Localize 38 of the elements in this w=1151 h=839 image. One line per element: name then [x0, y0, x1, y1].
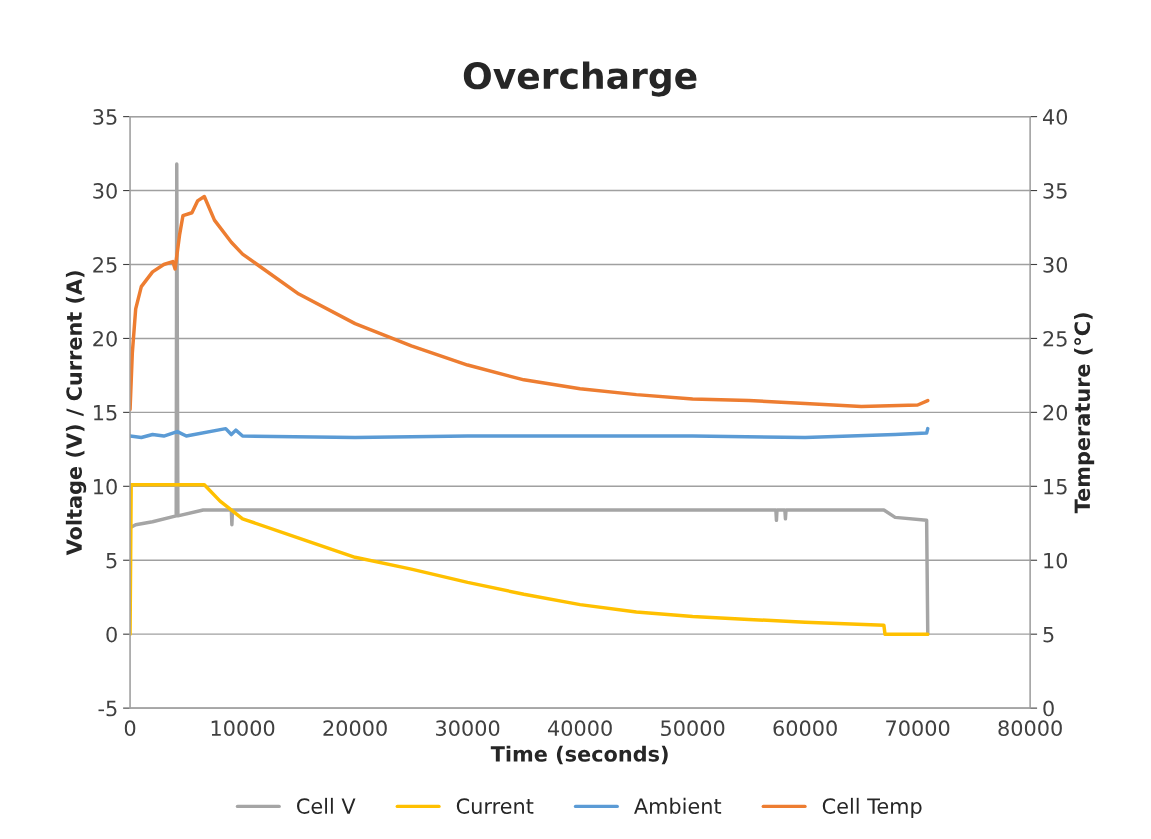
y-tick-label: 5 — [106, 552, 117, 569]
line-series — [130, 483, 930, 636]
y2-tick-label: 0 — [1043, 700, 1054, 717]
y-axis-title: Voltage (V) / Current (A) — [65, 271, 87, 556]
y2-tick-label: 35 — [1043, 183, 1067, 199]
y2-tick-label: 30 — [1043, 256, 1068, 273]
legend-label: Cell Temp — [822, 797, 922, 819]
x-tick-label: 50000 — [661, 720, 725, 737]
y-tick-label: -5 — [98, 700, 117, 717]
x-tick-label: 80000 — [998, 720, 1062, 737]
x-tick-label: 40000 — [547, 720, 612, 737]
y2-tick-label: 5 — [1043, 626, 1054, 643]
x-tick-label: 70000 — [886, 720, 950, 737]
x-tick-label: 30000 — [436, 720, 500, 737]
x-tick-label: 10000 — [211, 720, 275, 737]
legend-label: Cell V — [297, 797, 356, 814]
y-tick-label: 20 — [93, 330, 117, 347]
legend-label: Current — [456, 798, 534, 814]
x-tick-label: 60000 — [773, 720, 837, 737]
legend-label: Ambient — [634, 797, 722, 814]
y2-axis-title: Temperature (°C) — [1074, 313, 1095, 514]
y-tick-label: 30 — [93, 183, 117, 199]
line-series — [130, 426, 930, 440]
y2-tick-label: 40 — [1042, 109, 1068, 125]
y2-tick-label: 25 — [1043, 330, 1067, 347]
y-tick-label: 15 — [94, 405, 117, 421]
y-tick-label: 10 — [94, 478, 117, 495]
y-tick-label: 0 — [106, 626, 117, 643]
line-series — [130, 194, 930, 412]
x-axis-title: Time (seconds) — [490, 745, 668, 765]
y-tick-label: 25 — [93, 256, 117, 273]
x-tick-label: 0 — [124, 720, 136, 737]
y2-tick-label: 20 — [1043, 404, 1068, 421]
y2-tick-label: 15 — [1044, 479, 1067, 495]
y-tick-label: 35 — [93, 109, 117, 125]
y2-tick-label: 10 — [1044, 552, 1068, 569]
chart-title: Overcharge — [463, 61, 697, 97]
x-tick-label: 20000 — [323, 720, 387, 737]
